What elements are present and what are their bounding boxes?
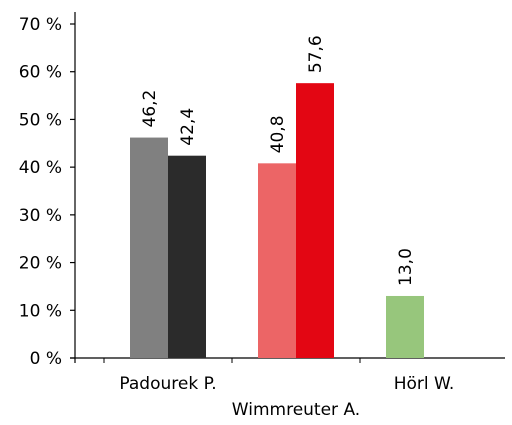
- category-label: Hörl W.: [394, 374, 455, 394]
- y-tick-label: 10 %: [19, 301, 62, 321]
- labels: 46,2 42,4 Padourek P. 40,8 57,6 Wimmreuter A.…: [119, 35, 454, 420]
- y-tick-label: 0 %: [30, 349, 62, 369]
- bar: [258, 163, 296, 358]
- bar: [168, 155, 206, 358]
- category-label: Padourek P.: [119, 374, 216, 394]
- y-tick-label: 50 %: [19, 110, 62, 130]
- y-tick-label: 60 %: [19, 63, 62, 83]
- bars: [130, 83, 424, 358]
- y-tick-label: 20 %: [19, 254, 62, 274]
- y-tick-label: 70 %: [19, 15, 62, 35]
- data-label: 46,2: [140, 90, 160, 128]
- y-tick-label: 30 %: [19, 206, 62, 226]
- data-label: 13,0: [396, 248, 416, 286]
- axes: 0 % 10 % 20 % 30 % 40 % 50 % 60 % 70 %: [19, 12, 505, 369]
- bar: [130, 137, 168, 358]
- data-label: 40,8: [268, 115, 288, 153]
- y-tick-label: 40 %: [19, 158, 62, 178]
- data-label: 57,6: [306, 35, 326, 73]
- bar: [386, 295, 424, 358]
- category-label: Wimmreuter A.: [232, 400, 360, 420]
- data-label: 42,4: [178, 108, 198, 146]
- bar: [296, 83, 334, 358]
